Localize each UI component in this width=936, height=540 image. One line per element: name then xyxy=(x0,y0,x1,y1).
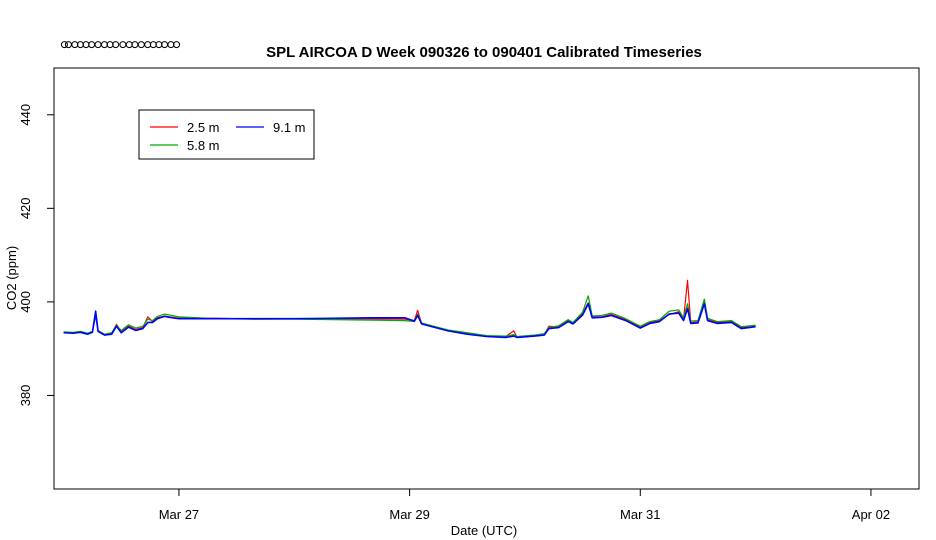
x-tick-label: Apr 02 xyxy=(852,507,890,522)
calibration-marker xyxy=(112,41,120,49)
legend-label-9-1m: 9.1 m xyxy=(273,120,306,135)
calibration-marker xyxy=(64,41,72,49)
x-axis: Mar 27 Mar 29 Mar 31 Apr 02 xyxy=(159,489,890,522)
series-line-9-1-m xyxy=(63,302,756,339)
y-axis-label: CO2 (ppm) xyxy=(4,246,19,310)
calibration-marker xyxy=(100,41,108,49)
calibration-marker xyxy=(137,41,145,49)
calibration-marker xyxy=(119,41,127,49)
series-layer xyxy=(63,279,756,339)
legend: 2.5 m 5.8 m 9.1 m xyxy=(138,109,315,160)
legend-label-5-8m: 5.8 m xyxy=(187,138,220,153)
calibration-marker xyxy=(149,41,157,49)
calibration-marker xyxy=(106,41,114,49)
calibration-marker xyxy=(144,41,152,49)
x-axis-label: Date (UTC) xyxy=(451,523,517,538)
calibration-marker xyxy=(76,41,84,49)
y-tick-label: 440 xyxy=(18,104,33,126)
legend-label-2-5m: 2.5 m xyxy=(187,120,220,135)
calibration-marker xyxy=(88,41,96,49)
series-line-2-5-m xyxy=(63,279,756,338)
x-tick-label: Mar 27 xyxy=(159,507,199,522)
y-axis: 380 400 420 440 xyxy=(18,104,54,406)
calibration-marker xyxy=(173,41,181,49)
calibration-markers xyxy=(60,41,181,49)
x-tick-label: Mar 29 xyxy=(389,507,429,522)
calibration-marker xyxy=(71,41,79,49)
plot-frame xyxy=(53,67,920,490)
calibration-marker xyxy=(155,41,163,49)
series-line-5-8-m xyxy=(63,295,756,338)
calibration-marker xyxy=(125,41,133,49)
y-tick-label: 380 xyxy=(18,385,33,407)
calibration-marker xyxy=(131,41,139,49)
calibration-marker xyxy=(82,41,90,49)
calibration-marker xyxy=(60,41,68,49)
y-tick-label: 420 xyxy=(18,197,33,219)
chart-title: SPL AIRCOA D Week 090326 to 090401 Calib… xyxy=(266,44,702,61)
calibration-marker xyxy=(94,41,102,49)
calibration-marker xyxy=(167,41,175,49)
calibration-marker xyxy=(161,41,169,49)
y-tick-label: 400 xyxy=(18,291,33,313)
legend-box xyxy=(138,109,315,160)
x-tick-label: Mar 31 xyxy=(620,507,660,522)
